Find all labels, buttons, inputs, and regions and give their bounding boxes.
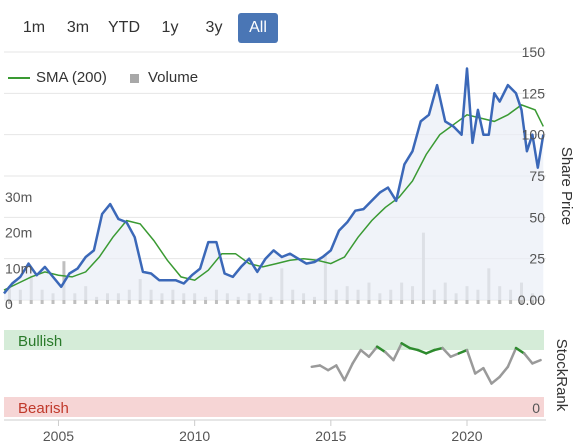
volume-tick-label: 10m xyxy=(5,260,32,276)
volume-bar xyxy=(269,296,273,304)
price-tick-label: 100 xyxy=(522,127,546,143)
price-area xyxy=(4,68,544,300)
x-tick-label: 2015 xyxy=(315,428,346,443)
stockrank-segment xyxy=(375,345,387,354)
stockrank-segment xyxy=(441,346,452,358)
x-tick-label: 2010 xyxy=(179,428,210,443)
range-button-1y[interactable]: 1y xyxy=(150,13,190,43)
price-tick-label: 25 xyxy=(529,251,545,267)
price-lines xyxy=(3,67,545,300)
sma-200-line xyxy=(3,104,544,291)
bullish-band xyxy=(4,330,544,350)
stockrank-segment xyxy=(318,364,330,372)
stockrank-segment xyxy=(351,348,363,365)
stockrank-segment xyxy=(416,348,428,355)
stockrank-segment xyxy=(384,350,395,362)
stockrank-segment xyxy=(506,346,518,369)
stockrank-segment xyxy=(522,352,534,365)
stockrank-segment xyxy=(449,352,461,358)
bearish-label: Bearish xyxy=(18,400,69,417)
stockrank-segment xyxy=(433,346,444,352)
stockrank-segment xyxy=(343,362,354,382)
x-axis-ticks: 2005 2010 2015 2020 xyxy=(43,420,483,443)
price-tick-label: 125 xyxy=(522,85,546,101)
x-tick-label: 2005 xyxy=(43,428,74,443)
stockrank-segment xyxy=(392,342,403,362)
share-price-axis-label: Share Price xyxy=(558,147,575,225)
volume-legend-swatch xyxy=(130,74,139,83)
volume-tick-label: 0 xyxy=(5,296,13,312)
stockrank-segment xyxy=(408,346,420,352)
volume-bar xyxy=(312,296,316,304)
stockrank-panel: Bullish Bearish 0 StockRank xyxy=(4,330,570,417)
stockrank-segment xyxy=(335,364,346,382)
range-button-3m[interactable]: 3m xyxy=(58,13,98,43)
stockrank-segment xyxy=(457,348,469,355)
price-tick-label: 75 xyxy=(529,168,545,184)
sma-legend-label[interactable]: SMA (200) xyxy=(36,69,107,86)
share-price-line xyxy=(3,67,545,295)
range-selector: 1m 3m YTD 1y 3y All xyxy=(14,13,278,43)
range-button-all[interactable]: All xyxy=(238,13,278,43)
stockrank-segment xyxy=(514,346,526,355)
stockrank-line xyxy=(310,342,542,385)
price-axis-ticks: 150 125 100 75 50 25 0.00 xyxy=(518,44,545,308)
stockrank-zero-tick: 0 xyxy=(532,400,540,416)
volume-legend-label[interactable]: Volume xyxy=(148,69,198,86)
stockrank-segment xyxy=(367,345,379,358)
stockrank-segment xyxy=(359,348,371,358)
x-tick-label: 2020 xyxy=(451,428,482,443)
stockrank-segment xyxy=(424,348,436,355)
stockrank-axis-label: StockRank xyxy=(553,339,570,412)
volume-tick-label: 30m xyxy=(5,189,32,205)
price-tick-label: 150 xyxy=(522,44,546,60)
stockrank-segment xyxy=(473,366,485,375)
volume-bar xyxy=(95,296,99,304)
stockrank-segment xyxy=(310,364,322,369)
volume-bar xyxy=(204,296,208,304)
stockrank-segment xyxy=(482,366,493,385)
bullish-label: Bullish xyxy=(18,333,62,350)
price-tick-label: 0.00 xyxy=(518,292,545,308)
stockrank-segment xyxy=(400,342,412,350)
volume-bar xyxy=(236,296,240,304)
volume-tick-label: 20m xyxy=(5,225,32,241)
chart-legend: SMA (200) Volume xyxy=(8,69,198,86)
stockrank-segment xyxy=(326,364,338,372)
range-button-ytd[interactable]: YTD xyxy=(102,13,146,43)
stockrank-segment xyxy=(498,365,510,379)
stockrank-segment xyxy=(490,375,501,385)
bearish-band xyxy=(4,397,544,417)
volume-axis-ticks: 30m 20m 10m 0 xyxy=(5,189,32,312)
range-button-1m[interactable]: 1m xyxy=(14,13,54,43)
range-button-3y[interactable]: 3y xyxy=(194,13,234,43)
stockrank-segment xyxy=(465,348,477,375)
price-tick-label: 50 xyxy=(529,209,545,225)
stockrank-segment xyxy=(531,358,542,365)
